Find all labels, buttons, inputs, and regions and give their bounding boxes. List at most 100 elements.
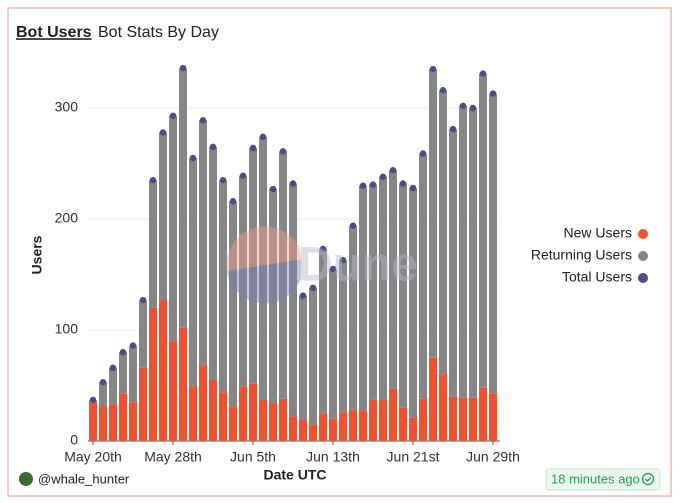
total-dot (119, 349, 127, 356)
bar-segment (189, 157, 197, 387)
bar-segment (349, 409, 357, 441)
bar-segment (489, 93, 497, 394)
bar-segment (239, 386, 247, 441)
bar-segment (189, 386, 197, 441)
legend-swatch (638, 273, 648, 283)
total-dot (179, 64, 187, 72)
bar-segment (129, 345, 137, 403)
bar-segment (389, 170, 397, 389)
bar-segment (269, 189, 277, 404)
total-dot (339, 256, 347, 264)
bar-segment (119, 393, 127, 441)
bar-segment (209, 146, 217, 380)
bar-segment (469, 397, 477, 441)
bar-segment (179, 327, 187, 441)
total-dot (349, 222, 357, 229)
bar-segment (469, 108, 477, 398)
x-tick-label: Jun 5th (230, 449, 276, 465)
avatar (19, 472, 33, 486)
total-dot (309, 284, 317, 292)
total-dot (469, 104, 477, 112)
bar-segment (379, 176, 387, 400)
bar-segment (409, 417, 417, 441)
legend-label: Returning Users (531, 247, 632, 263)
total-dot (399, 180, 407, 187)
bar-segment (279, 151, 287, 399)
total-dot (249, 144, 257, 152)
total-dot (319, 245, 327, 253)
bar-segment (289, 183, 297, 417)
total-dot (429, 65, 437, 73)
total-dot (479, 70, 487, 77)
bar-segment (369, 399, 377, 441)
bar-segment (149, 180, 157, 308)
bar-segment (329, 418, 337, 441)
bar-segment (259, 136, 267, 400)
y-axis-title: Users (29, 235, 45, 274)
bar-segment (119, 352, 127, 394)
bar-segment (389, 388, 397, 441)
bar-segment (399, 183, 407, 408)
total-dot (129, 342, 137, 349)
title: Bot Stats By Day (98, 24, 219, 41)
author[interactable]: @whale_hunter (38, 471, 130, 486)
total-dot (169, 112, 177, 119)
total-dot (149, 176, 157, 184)
legend-swatch (638, 229, 648, 239)
bar-segment (199, 365, 207, 441)
bar-segment (359, 411, 367, 441)
tab[interactable]: Bot Users (16, 24, 92, 41)
total-dot (419, 150, 427, 157)
bar-segment (369, 184, 377, 400)
x-tick-label: Jun 21st (387, 449, 440, 465)
bar-segment (429, 357, 437, 441)
total-dot (439, 87, 447, 94)
total-dot (239, 172, 247, 179)
watermark-logo (226, 226, 303, 271)
total-dot (299, 292, 307, 299)
total-dot (89, 396, 97, 404)
bar-segment (89, 402, 97, 441)
total-dot (269, 185, 277, 193)
frame (7, 7, 672, 497)
check-mark (645, 477, 652, 482)
total-dot (229, 198, 237, 205)
total-dot (409, 184, 417, 192)
bar-segment (449, 396, 457, 441)
total-dot (259, 133, 267, 141)
total-dot (209, 143, 217, 151)
watermark: Dune (226, 226, 418, 304)
bar-segment (309, 424, 317, 441)
bar-segment (229, 201, 237, 407)
bar-segment (279, 398, 287, 441)
bar-segment (319, 413, 327, 441)
bar-segment (99, 406, 107, 441)
bar-segment (179, 68, 187, 328)
bar-segment (99, 382, 107, 407)
bar-segment (489, 393, 497, 441)
bar-segment (239, 175, 247, 387)
bar-segment (349, 225, 357, 410)
bar-segment (219, 180, 227, 393)
bar-segment (219, 392, 227, 441)
bar-segment (459, 397, 467, 441)
bar-segment (459, 105, 467, 398)
total-dot (449, 125, 457, 133)
bar-segment (449, 129, 457, 397)
total-dot (359, 182, 367, 189)
bar-segment (249, 147, 257, 384)
total-dot (389, 166, 397, 174)
total-dot (139, 296, 147, 304)
bar-segment (129, 402, 137, 441)
legend-swatch (638, 251, 648, 261)
x-tick-label: Jun 29th (466, 449, 520, 465)
total-dot (279, 148, 287, 155)
bar-segment (149, 307, 157, 441)
check-icon (641, 472, 655, 486)
bar-segment (169, 341, 177, 441)
bar-segment (159, 300, 167, 441)
bar-segment (169, 115, 177, 342)
y-tick-label: 0 (70, 432, 78, 448)
y-tick-label: 300 (55, 99, 79, 115)
